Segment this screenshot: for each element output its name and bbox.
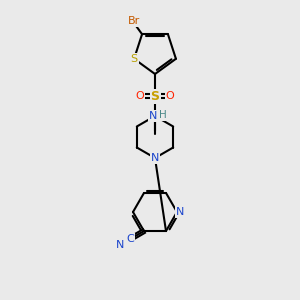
Text: O: O: [136, 91, 144, 101]
Text: C: C: [126, 234, 134, 244]
Text: O: O: [166, 91, 174, 101]
Text: N: N: [116, 240, 124, 250]
Text: S: S: [130, 54, 138, 64]
Text: N: N: [151, 153, 159, 163]
Text: N: N: [176, 207, 184, 217]
Text: S: S: [151, 89, 160, 103]
Text: N: N: [149, 111, 157, 121]
Text: Br: Br: [128, 16, 140, 26]
Text: H: H: [159, 110, 167, 120]
